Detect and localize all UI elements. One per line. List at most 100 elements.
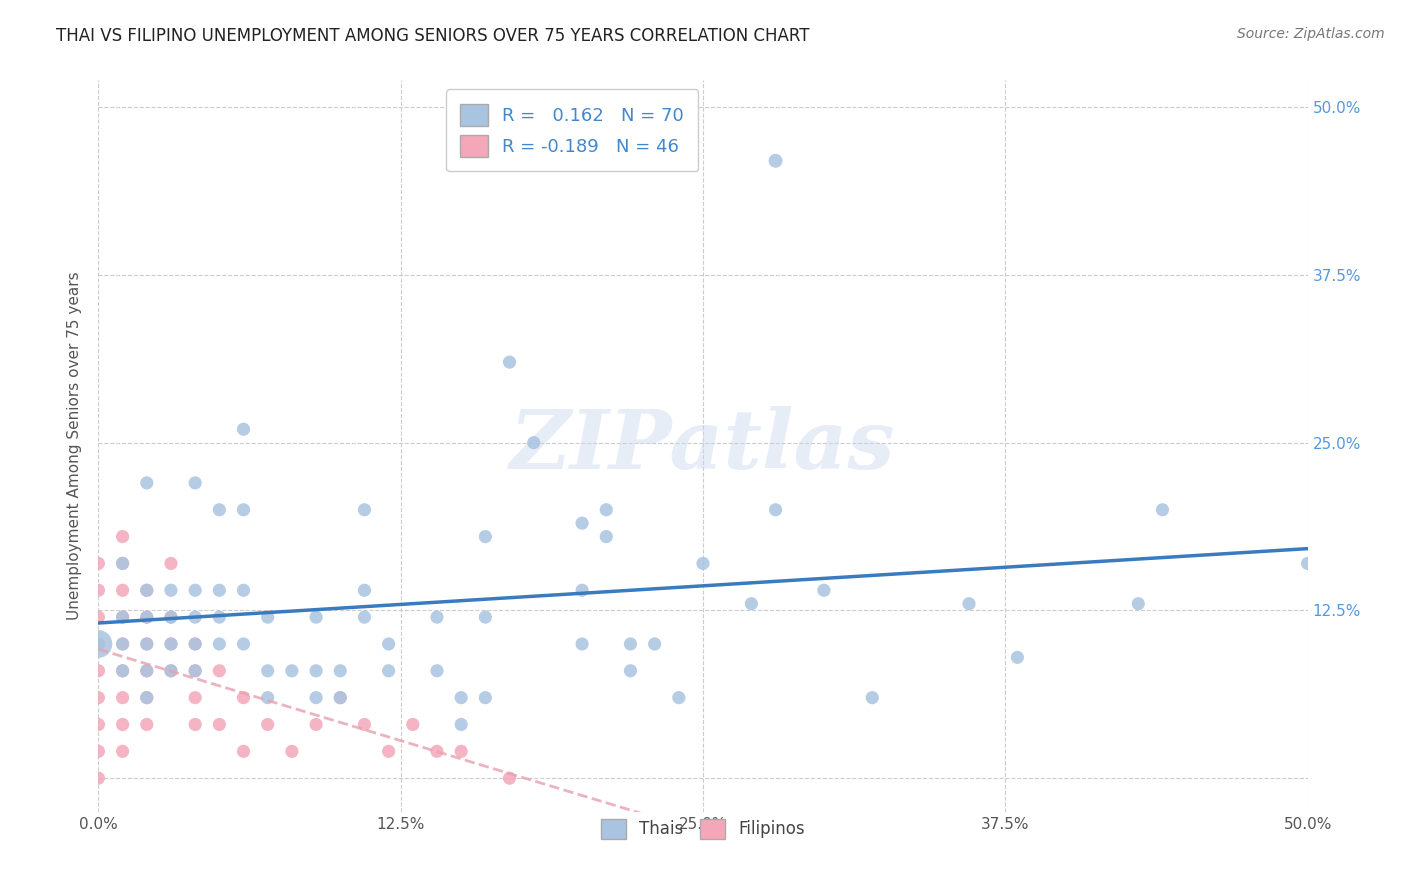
Point (765, 502, 787, 516)
Point (232, 744, 254, 758)
Point (256, 690, 278, 705)
Point (377, 637, 399, 651)
Point (160, 637, 183, 651)
Legend: Thais, Filipinos: Thais, Filipinos (592, 810, 814, 847)
Point (644, 637, 666, 651)
Point (305, 610, 328, 624)
Point (232, 422, 254, 436)
Point (595, 502, 617, 516)
Point (135, 664, 157, 678)
Point (135, 690, 157, 705)
Point (87, 690, 110, 705)
Point (305, 717, 328, 731)
Point (232, 583, 254, 598)
Point (87, 610, 110, 624)
Point (498, 771, 520, 785)
Point (160, 664, 183, 678)
Point (184, 637, 207, 651)
Point (111, 664, 134, 678)
Point (619, 664, 641, 678)
Point (498, 355, 520, 369)
Point (135, 475, 157, 490)
Point (184, 717, 207, 731)
Point (184, 690, 207, 705)
Point (1152, 502, 1174, 516)
Point (426, 610, 449, 624)
Point (87, 717, 110, 731)
Point (1128, 597, 1150, 611)
Point (595, 530, 617, 544)
Point (135, 690, 157, 705)
Point (160, 557, 183, 571)
Point (329, 664, 352, 678)
Point (208, 610, 231, 624)
Point (160, 610, 183, 624)
Point (111, 664, 134, 678)
Point (111, 744, 134, 758)
Point (111, 610, 134, 624)
Point (232, 637, 254, 651)
Point (353, 610, 375, 624)
Point (111, 530, 134, 544)
Point (184, 475, 207, 490)
Point (111, 557, 134, 571)
Point (184, 664, 207, 678)
Point (87, 664, 110, 678)
Point (232, 502, 254, 516)
Point (135, 610, 157, 624)
Point (426, 744, 449, 758)
Point (208, 637, 231, 651)
Point (450, 744, 472, 758)
Point (111, 637, 134, 651)
Point (957, 597, 980, 611)
Point (232, 690, 254, 705)
Point (160, 664, 183, 678)
Point (305, 690, 328, 705)
Point (571, 637, 593, 651)
Point (87, 637, 110, 651)
Point (87, 557, 110, 571)
Point (377, 664, 399, 678)
Point (208, 717, 231, 731)
Point (740, 597, 762, 611)
Point (402, 717, 425, 731)
Point (135, 664, 157, 678)
Point (281, 744, 304, 758)
Y-axis label: Unemployment Among Seniors over 75 years: Unemployment Among Seniors over 75 years (67, 272, 83, 620)
Point (184, 610, 207, 624)
Point (184, 664, 207, 678)
Point (111, 583, 134, 598)
Point (353, 717, 375, 731)
Point (256, 610, 278, 624)
Point (353, 583, 375, 598)
Text: THAI VS FILIPINO UNEMPLOYMENT AMONG SENIORS OVER 75 YEARS CORRELATION CHART: THAI VS FILIPINO UNEMPLOYMENT AMONG SENI… (56, 27, 810, 45)
Point (111, 557, 134, 571)
Point (184, 637, 207, 651)
Point (208, 664, 231, 678)
Point (860, 690, 883, 705)
Point (111, 637, 134, 651)
Point (87, 744, 110, 758)
Point (813, 583, 835, 598)
Point (184, 583, 207, 598)
Point (87, 771, 110, 785)
Point (426, 664, 449, 678)
Point (450, 690, 472, 705)
Point (619, 637, 641, 651)
Point (160, 610, 183, 624)
Point (135, 637, 157, 651)
Point (135, 637, 157, 651)
Point (305, 664, 328, 678)
Point (1007, 650, 1029, 665)
Point (87, 637, 110, 651)
Text: Source: ZipAtlas.com: Source: ZipAtlas.com (1237, 27, 1385, 41)
Point (135, 583, 157, 598)
Point (160, 637, 183, 651)
Point (87, 583, 110, 598)
Point (523, 435, 546, 450)
Point (1296, 557, 1319, 571)
Point (87, 637, 110, 651)
Point (571, 516, 593, 531)
Point (765, 153, 787, 168)
Point (256, 664, 278, 678)
